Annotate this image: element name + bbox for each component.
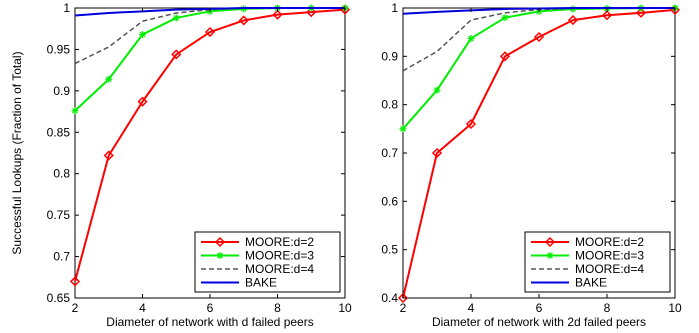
y-tick-label-left-2: 0.75: [47, 208, 71, 222]
point-right-0-7: [635, 7, 647, 18]
x-axis-label-left: Diameter of network with d failed peers: [106, 315, 313, 329]
point-right-1-2: [467, 34, 475, 42]
tick-layer-right: 2 4 6 8 10 0.4 0.5 0.6 0.7 0.8 0.9 1: [381, 1, 682, 315]
y-tick-label-right-6: 1: [391, 1, 398, 15]
y-tick-label-left-6: 0.95: [47, 42, 71, 56]
y-axis-label-left: Successful Lookups (Fraction of Total): [10, 51, 24, 254]
legend-label-right-2: MOORE:d=4: [575, 262, 644, 276]
y-tick-label-left-7: 1: [63, 1, 70, 15]
x-tick-label-right-1: 4: [468, 301, 475, 315]
x-axis-label-right: Diameter of network with 2d failed peers: [432, 315, 646, 329]
tick-layer-left: 2 4 6 8 10 0.65 0.7 0.75 0.8 0.85 0.9 0.95 1: [47, 1, 352, 315]
point-left-0-6: [272, 9, 283, 20]
y-tick-label-left-5: 0.9: [53, 84, 70, 98]
y-tick-label-right-1: 0.5: [381, 243, 398, 257]
x-tick-label-left-2: 6: [207, 301, 214, 315]
x-tick-label-left-4: 10: [338, 301, 352, 315]
point-left-0-7: [306, 7, 317, 18]
legend-label-left-0: MOORE:d=2: [245, 235, 314, 249]
y-tick-label-right-2: 0.6: [381, 194, 398, 208]
x-tick-label-right-3: 8: [604, 301, 611, 315]
y-tick-label-left-3: 0.8: [53, 167, 70, 181]
x-tick-label-left-1: 4: [139, 301, 146, 315]
legend-label-left-2: MOORE:d=4: [245, 262, 314, 276]
y-tick-label-right-3: 0.7: [381, 146, 398, 160]
point-left-0-0: [69, 276, 81, 287]
point-right-0-6: [601, 10, 613, 21]
legend-label-left-1: MOORE:d=3: [245, 249, 314, 263]
point-left-0-2: [137, 96, 148, 107]
legend-marker-left-1: [216, 252, 224, 259]
point-right-0-3: [499, 51, 511, 62]
series-line-right-0: [402, 8, 676, 299]
legend-label-right-0: MOORE:d=2: [575, 235, 644, 249]
point-right-1-3: [501, 14, 509, 22]
point-left-1-3: [172, 14, 180, 22]
y-tick-label-right-5: 0.9: [381, 49, 398, 63]
legend-label-right-1: MOORE:d=3: [575, 249, 644, 263]
point-right-0-4: [533, 31, 545, 43]
y-tick-label-left-0: 0.65: [47, 291, 71, 305]
point-right-1-0: [399, 125, 407, 133]
point-left-0-5: [238, 15, 249, 26]
point-right-0-5: [567, 15, 579, 26]
legend-label-right-3: BAKE: [575, 276, 607, 290]
point-left-1-2: [139, 31, 146, 39]
point-left-0-1: [103, 150, 114, 161]
y-tick-label-left-4: 0.85: [47, 125, 71, 139]
chart-left: 2 4 6 8 10 0.65 0.7 0.75 0.8 0.85 0.9 0.95 1 Diamete…: [10, 1, 352, 329]
point-right-1-1: [433, 86, 441, 94]
legend-marker-right-1: [546, 252, 554, 259]
x-tick-label-left-0: 2: [72, 301, 79, 315]
x-tick-label-right-0: 2: [400, 301, 407, 315]
point-left-1-1: [105, 75, 113, 83]
point-right-0-0: [397, 292, 409, 304]
legend-label-left-3: BAKE: [245, 276, 277, 290]
point-right-0-1: [431, 147, 443, 159]
legend-marker-left-0: [214, 236, 226, 248]
y-tick-label-right-0: 0.4: [381, 291, 398, 305]
point-left-1-0: [71, 107, 79, 115]
series-line-left-0: [74, 8, 346, 282]
x-tick-label-right-2: 6: [536, 301, 543, 315]
chart-right: 2 4 6 8 10 0.4 0.5 0.6 0.7 0.8 0.9 1 Diameter of ne…: [381, 1, 682, 329]
point-right-0-2: [465, 118, 477, 130]
point-left-0-4: [204, 26, 216, 38]
point-left-0-3: [171, 49, 182, 60]
y-tick-label-right-4: 0.8: [381, 98, 398, 112]
x-tick-label-left-3: 8: [274, 301, 281, 315]
legend-marker-right-0: [544, 236, 556, 248]
x-tick-label-right-4: 10: [668, 301, 682, 315]
y-tick-label-left-1: 0.7: [53, 250, 70, 264]
